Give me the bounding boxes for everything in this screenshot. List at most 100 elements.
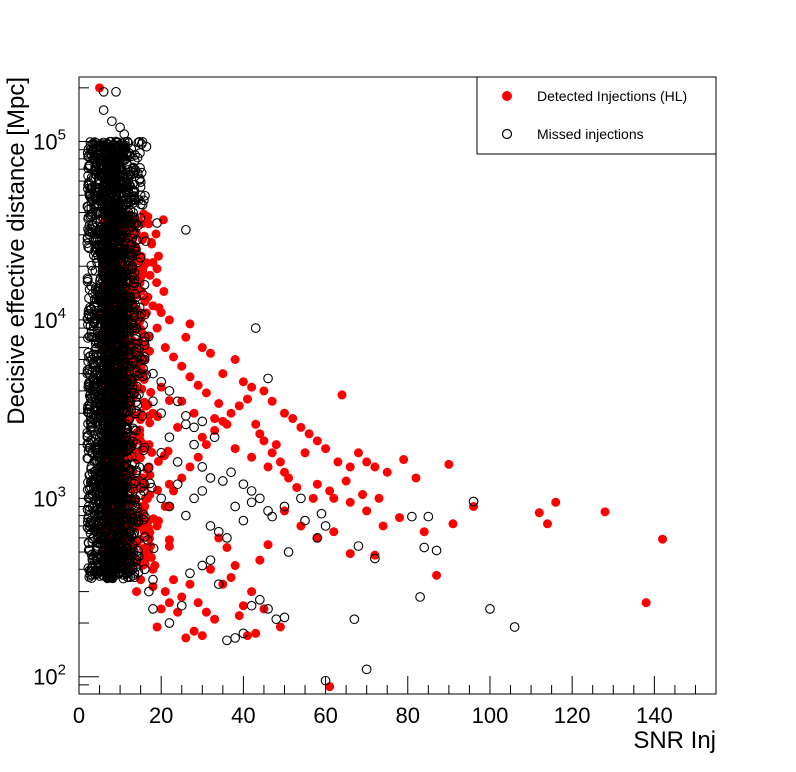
detected-point bbox=[185, 579, 195, 589]
legend: Detected Injections (HL) Missed injectio… bbox=[476, 76, 717, 155]
missed-point bbox=[279, 501, 290, 512]
missed-core-point bbox=[105, 356, 116, 367]
missed-core-point bbox=[90, 169, 101, 180]
missed-core-point bbox=[134, 175, 145, 185]
detected-point bbox=[411, 473, 421, 483]
missed-core-point bbox=[138, 363, 148, 374]
detected-core-point bbox=[151, 229, 161, 239]
missed-core-point bbox=[147, 482, 157, 493]
missed-core-point bbox=[136, 167, 147, 178]
missed-point bbox=[172, 396, 183, 407]
detected-point bbox=[226, 572, 236, 582]
missed-point bbox=[111, 198, 121, 209]
missed-point bbox=[238, 628, 249, 639]
missed-point bbox=[353, 541, 364, 551]
missed-core-point bbox=[93, 504, 103, 515]
missed-core-point bbox=[95, 283, 106, 294]
missed-point bbox=[279, 612, 290, 623]
missed-core-point bbox=[130, 164, 141, 175]
missed-core-point bbox=[102, 424, 113, 434]
missed-core-point bbox=[100, 293, 110, 304]
missed-core-point bbox=[107, 239, 118, 250]
missed-core-point bbox=[124, 241, 135, 251]
missed-core-point bbox=[91, 349, 102, 360]
missed-core-point bbox=[89, 569, 100, 580]
missed-point bbox=[156, 493, 167, 504]
missed-core-point bbox=[135, 163, 145, 173]
detected-point bbox=[152, 323, 162, 333]
missed-point bbox=[111, 300, 121, 311]
detected-point bbox=[275, 457, 285, 467]
missed-point bbox=[246, 486, 257, 496]
detected-point bbox=[279, 408, 289, 418]
missed-core-point bbox=[82, 427, 93, 438]
detected-point bbox=[218, 416, 228, 426]
missed-core-point bbox=[120, 428, 131, 439]
missed-core-point bbox=[104, 444, 115, 455]
detected-point bbox=[247, 452, 257, 462]
detected-point bbox=[189, 626, 199, 636]
missed-core-point bbox=[111, 227, 122, 238]
missed-core-point bbox=[114, 172, 125, 183]
missed-point bbox=[181, 419, 191, 430]
missed-core-point bbox=[129, 155, 140, 166]
missed-core-point bbox=[109, 284, 120, 295]
missed-core-point bbox=[108, 556, 119, 567]
missed-core-point bbox=[104, 413, 114, 424]
missed-core-point bbox=[87, 288, 98, 299]
missed-point bbox=[431, 545, 442, 556]
missed-core-point bbox=[128, 277, 139, 288]
missed-core-point bbox=[118, 246, 129, 257]
detected-point bbox=[193, 598, 203, 608]
detected-point bbox=[543, 519, 553, 529]
missed-core-point bbox=[139, 532, 150, 542]
missed-core-point bbox=[117, 316, 128, 327]
missed-core-point bbox=[121, 293, 131, 303]
missed-point bbox=[312, 533, 323, 543]
detected-point bbox=[333, 457, 343, 467]
missed-point bbox=[189, 422, 199, 433]
missed-core-point bbox=[100, 273, 110, 284]
missed-core-point bbox=[135, 148, 145, 158]
missed-core-point bbox=[82, 183, 93, 194]
missed-core-point bbox=[117, 360, 128, 371]
detected-core-point bbox=[138, 266, 148, 276]
missed-point bbox=[90, 479, 101, 490]
y-axis-title: Decisive effective distance [Mpc] bbox=[3, 77, 30, 425]
detected-core-point bbox=[147, 239, 157, 249]
missed-core-point bbox=[83, 309, 94, 320]
detected-point bbox=[247, 382, 257, 392]
detected-point bbox=[329, 493, 339, 503]
missed-point bbox=[98, 86, 109, 97]
detected-point bbox=[238, 377, 248, 387]
missed-point bbox=[509, 622, 520, 632]
detected-core-point bbox=[164, 541, 174, 551]
detected-point bbox=[201, 388, 211, 398]
missed-point bbox=[246, 497, 257, 508]
missed-point bbox=[222, 533, 232, 543]
detected-point bbox=[140, 295, 150, 305]
missed-point bbox=[254, 594, 265, 605]
missed-point bbox=[107, 116, 117, 127]
detected-point bbox=[255, 429, 265, 439]
missed-core-point bbox=[121, 210, 132, 221]
missed-core-point bbox=[93, 448, 103, 459]
missed-core-point bbox=[94, 140, 105, 151]
missed-core-point bbox=[101, 324, 112, 335]
missed-core-point bbox=[105, 568, 115, 579]
missed-core-point bbox=[83, 545, 94, 555]
detected-point bbox=[304, 429, 314, 439]
missed-core-point bbox=[87, 537, 98, 547]
missed-core-point bbox=[85, 469, 95, 480]
missed-core-point bbox=[135, 177, 146, 187]
missed-core-point bbox=[139, 279, 150, 290]
x-axis: 0 20 40 60 80 100 120 140 bbox=[73, 676, 717, 728]
detected-core-point bbox=[154, 251, 164, 261]
missed-core-point bbox=[140, 512, 150, 522]
detected-point bbox=[230, 355, 240, 365]
missed-core-point bbox=[128, 207, 138, 218]
detected-point bbox=[189, 408, 199, 418]
detected-point bbox=[345, 497, 355, 507]
detected-point bbox=[399, 455, 409, 465]
missed-point bbox=[423, 511, 434, 522]
